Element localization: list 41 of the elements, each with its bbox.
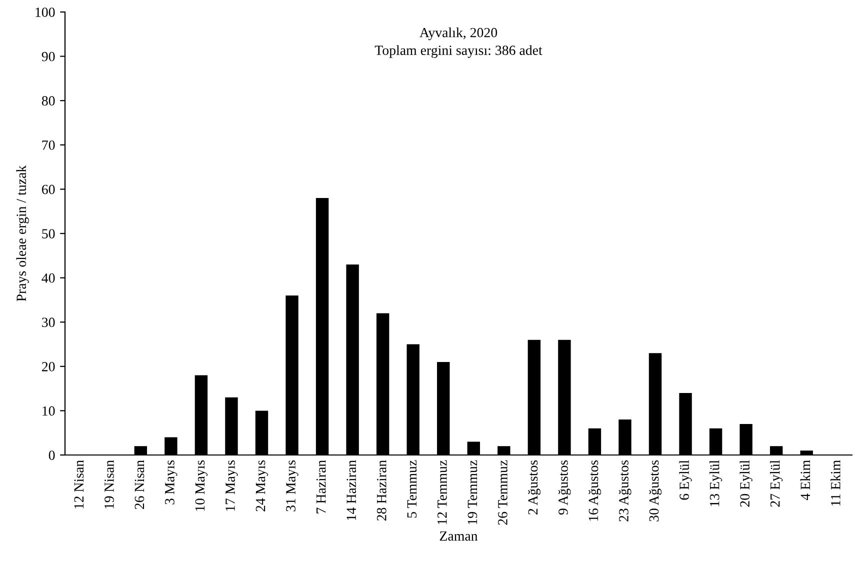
x-tick-label: 17 Mayıs bbox=[226, 460, 238, 511]
x-tick-label: 19 Temmuz bbox=[468, 460, 478, 524]
text: Ayvalık, 2020 bbox=[420, 28, 498, 40]
x-tick-label: 12 Nisan bbox=[74, 460, 84, 508]
x-tick-label: 5 Temmuz bbox=[407, 460, 417, 518]
x-tick-label: 11 Ekim bbox=[830, 460, 840, 506]
y-tick-label: 80 bbox=[42, 96, 55, 106]
x-tick-label: 13 Eylül bbox=[709, 460, 722, 506]
x-tick-label: 31 Mayıs bbox=[286, 460, 298, 512]
x-tick-label: 16 Ağustos bbox=[588, 460, 602, 521]
y-tick-label: 50 bbox=[42, 229, 55, 238]
x-tick-label: 4 Ekim bbox=[800, 460, 810, 500]
y-tick-label: 30 bbox=[42, 318, 55, 328]
y-tick-label: 10 bbox=[42, 406, 55, 416]
x-tick-label: 28 Haziran bbox=[376, 460, 386, 521]
y-tick-label: 60 bbox=[42, 184, 55, 194]
x-tick-label: 19 Nisan bbox=[104, 460, 114, 508]
x-tick-label: 2 Ağustos bbox=[528, 460, 540, 514]
x-tick-label: 23 Ağustos bbox=[618, 460, 632, 522]
x-tick-label: 26 Temmuz bbox=[498, 460, 508, 525]
y-tick-label: 40 bbox=[42, 273, 55, 283]
y-tick-label: 0 bbox=[48, 450, 55, 460]
x-tick-label: 27 Eylül bbox=[770, 460, 783, 507]
x-tick-label: 12 Temmuz bbox=[438, 460, 447, 524]
y-axis-title: Prays oleae ergin / tuzak bbox=[16, 165, 29, 302]
x-tick-label: 24 Mayıs bbox=[256, 460, 268, 512]
x-tick-label: 10 Mayıs bbox=[195, 460, 208, 511]
x-tick-label: 9 Ağustos bbox=[558, 460, 571, 515]
y-tick-label: 100 bbox=[36, 8, 55, 17]
y-tick-label: 90 bbox=[42, 52, 55, 62]
x-tick-label: 14 Haziran bbox=[346, 460, 356, 520]
x-tick-label: 7 Haziran bbox=[316, 460, 326, 514]
x-tick-label: 30 Ağustos bbox=[649, 460, 662, 522]
text: Toplam ergini sayısı: 386 adet bbox=[374, 45, 542, 58]
y-tick-label: 20 bbox=[42, 362, 55, 372]
y-tick-label: 70 bbox=[42, 140, 55, 150]
x-tick-label: 6 Eylül bbox=[679, 460, 692, 500]
x-tick-label: 26 Nisan bbox=[134, 460, 144, 510]
x-tick-label: 20 Eylül bbox=[740, 460, 752, 507]
x-axis-title: Zaman bbox=[440, 531, 478, 541]
x-tick-label: 3 Mayıs bbox=[165, 460, 178, 504]
